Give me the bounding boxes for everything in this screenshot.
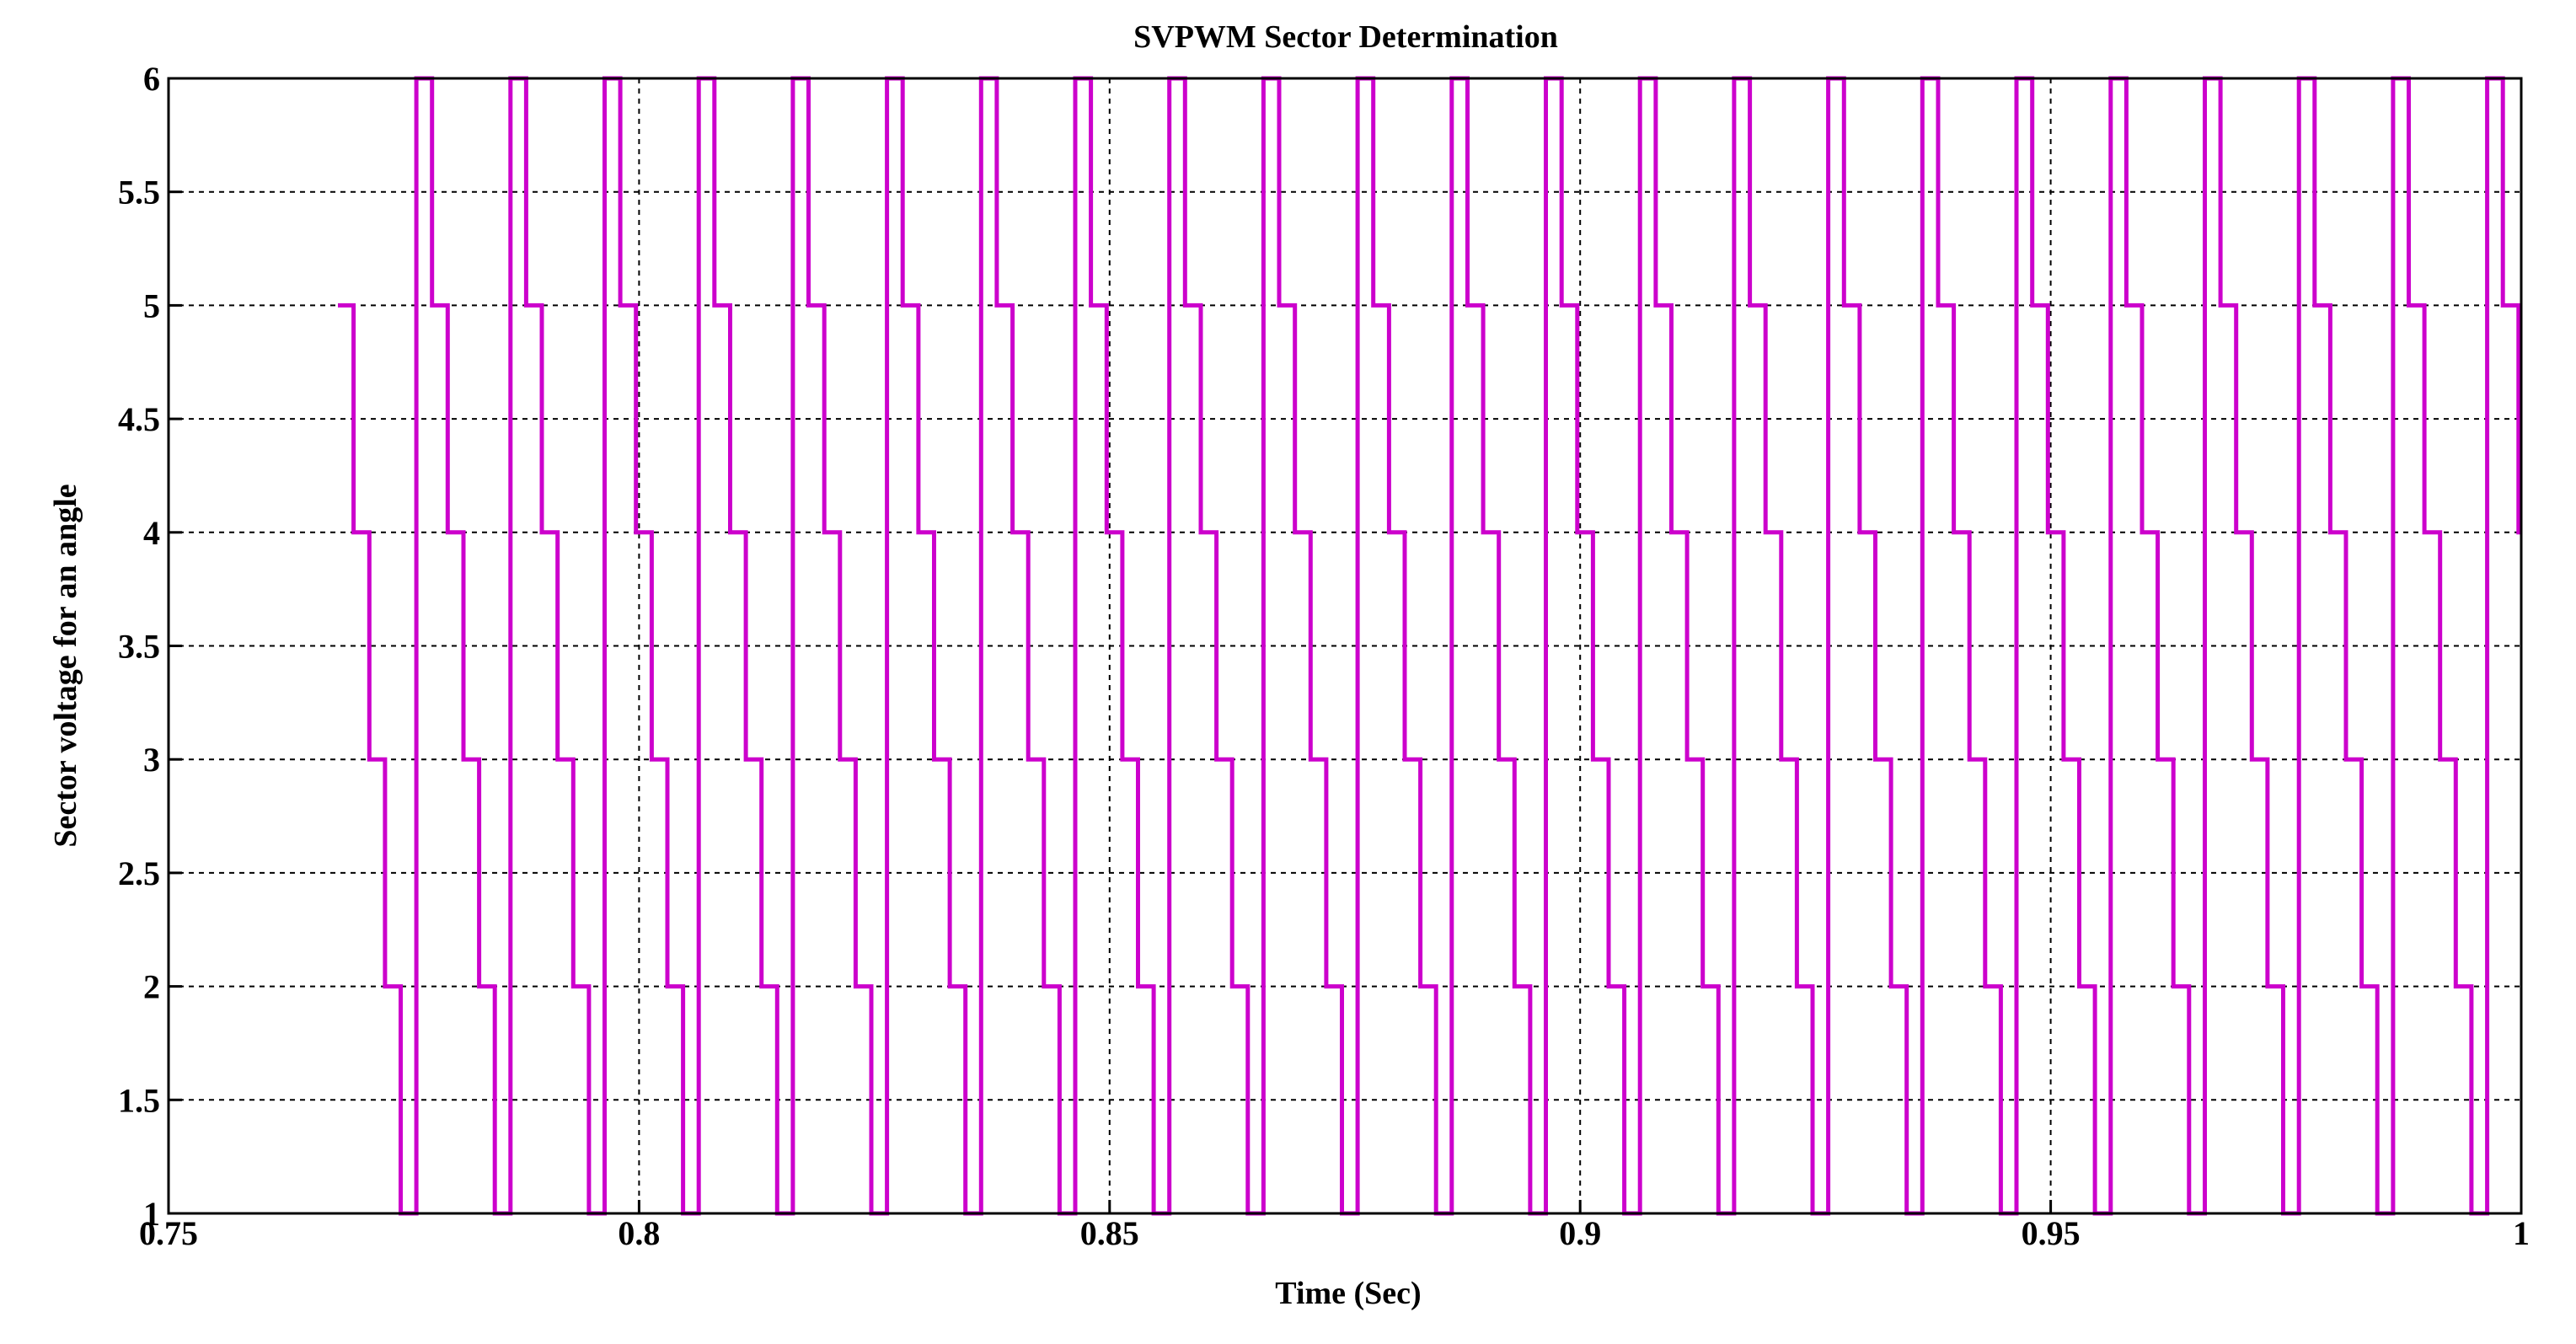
x-ticks: 0.75 0.8 0.85 0.9 0.95 1 [139,1200,2530,1252]
x-tick-label: 0.85 [1080,1214,1139,1252]
x-axis-label: Time (Sec) [1275,1276,1421,1311]
y-tick-label: 1 [143,1195,160,1233]
y-tick-label: 4 [143,514,160,552]
y-axis-label: Sector voltage for an angle [48,484,83,847]
plot-frame [167,77,2523,1215]
x-tick-label: 0.9 [1559,1214,1601,1252]
y-tick-label: 5.5 [118,174,160,212]
y-tick-label: 6 [143,60,160,98]
x-tick-label: 0.75 [139,1214,198,1252]
chart-title: SVPWM Sector Determination [1133,19,1558,55]
x-tick-label: 1 [2513,1214,2530,1252]
y-tick-label: 2.5 [118,854,160,892]
y-tick-label: 5 [143,286,160,324]
y-tick-label: 3 [143,741,160,779]
y-tick-label: 2 [143,968,160,1006]
x-tick-label: 0.95 [2022,1214,2081,1252]
y-tick-label: 1.5 [118,1081,160,1119]
y-ticks: 1 1.5 2 2.5 3 3.5 4 4.5 5 5.5 6 [118,60,182,1233]
y-tick-label: 3.5 [118,628,160,666]
grid-lines [169,78,2521,1213]
y-tick-label: 4.5 [118,400,160,438]
x-tick-label: 0.8 [618,1214,660,1252]
